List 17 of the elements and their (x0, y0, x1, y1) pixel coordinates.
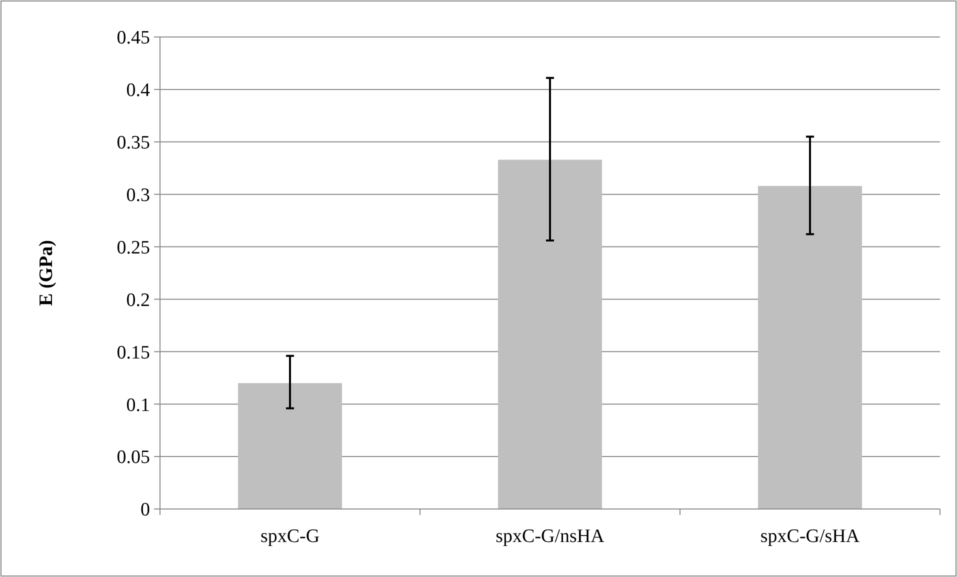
y-axis-title: E (GPa) (36, 240, 57, 306)
y-tick-label: 0.15 (116, 342, 150, 364)
y-tick-label: 0.05 (116, 447, 150, 468)
x-tick-label: spxC-G/nsHA (496, 526, 605, 547)
y-tick-label: 0.45 (116, 28, 150, 49)
y-tick-label: 0.3 (126, 184, 150, 206)
y-tick-label: 0.4 (126, 80, 150, 102)
y-tick-label: 0 (140, 500, 150, 521)
y-tick-label: 0.35 (116, 132, 150, 154)
y-tick-label: 0.25 (116, 237, 150, 258)
bar (758, 186, 862, 509)
y-tick-label: 0.2 (126, 290, 150, 311)
bar (498, 160, 602, 509)
y-tick-label: 0.1 (126, 394, 150, 416)
x-tick-label: spxC-G (260, 526, 320, 547)
bar (238, 383, 342, 509)
x-tick-label: spxC-G/sHA (760, 526, 860, 547)
